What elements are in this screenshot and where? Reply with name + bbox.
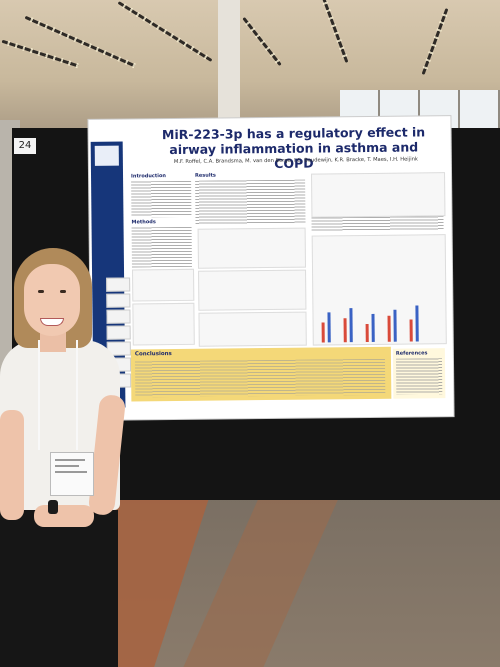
eye (38, 290, 44, 293)
partner-logo (106, 309, 131, 324)
ceiling-light (421, 8, 449, 75)
figure (198, 269, 307, 311)
text-block (131, 180, 192, 218)
poster-title: MiR-223-3p has a regulatory effect in ai… (161, 124, 426, 171)
text-block (134, 358, 386, 398)
figure (132, 302, 195, 346)
window (340, 90, 500, 135)
section-heading: Methods (131, 219, 156, 226)
text-block (311, 216, 444, 232)
partner-logo (106, 293, 131, 308)
ceiling-light (321, 0, 349, 63)
figure (197, 227, 306, 269)
wristwatch (48, 500, 58, 514)
ceiling-light (1, 39, 79, 68)
section-heading: References (395, 350, 428, 357)
ceiling-light (24, 15, 136, 68)
partner-logo (106, 277, 131, 292)
section-heading: Conclusions (134, 351, 172, 358)
partner-logo (106, 325, 131, 340)
logo (94, 145, 119, 166)
name-badge (50, 452, 94, 496)
references-box: References (392, 348, 446, 399)
text-block (195, 179, 306, 225)
figure (132, 268, 195, 302)
board-number: 24 (14, 138, 36, 154)
person-hands (34, 505, 94, 527)
figure (311, 234, 447, 346)
lanyard (38, 340, 78, 450)
section-heading: Results (194, 172, 216, 179)
conclusions-box: Conclusions (130, 346, 392, 402)
section-heading: Introduction (131, 173, 166, 180)
person-arm (0, 410, 24, 520)
research-poster: MiR-223-3p has a regulatory effect in ai… (88, 116, 454, 420)
text-block (395, 358, 443, 395)
ceiling-light (242, 16, 282, 67)
ceiling-light (117, 1, 213, 62)
eye (60, 290, 66, 293)
text-block (131, 226, 192, 268)
pillar (218, 0, 240, 135)
figure (198, 311, 307, 347)
person-pants (0, 510, 118, 667)
figure (311, 172, 446, 218)
